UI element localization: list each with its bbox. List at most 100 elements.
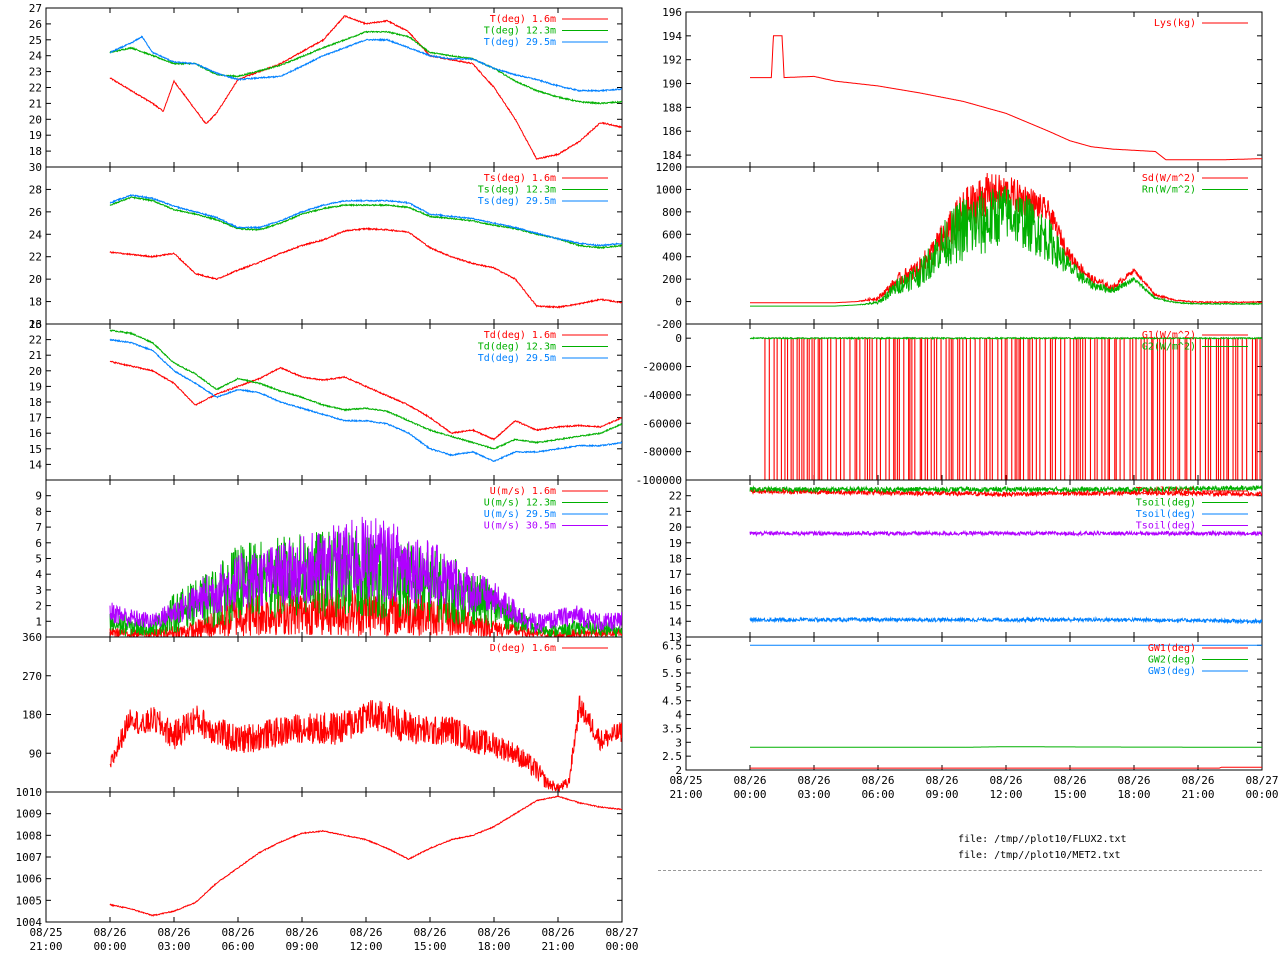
x-tick-label: 15:00 [1053,788,1086,801]
y-tick-label: 6 [675,653,682,666]
y-tick-label: 192 [662,54,682,67]
y-tick-label: 8 [35,505,42,518]
x-tick-label: 08/26 [157,926,190,939]
y-tick-label: 3 [35,584,42,597]
legend-label: U(m/s) 1.6m [490,486,556,497]
legend-label: Td(deg) 1.6m [484,330,556,341]
y-tick-label: 4 [35,568,42,581]
x-tick-label: 08/26 [733,774,766,787]
y-tick-label: 196 [662,6,682,19]
series-red [109,360,622,441]
x-tick-label: 08/26 [1053,774,1086,787]
x-tick-label: 08/26 [413,926,446,939]
series-green [109,329,622,450]
series-red [109,15,622,161]
y-tick-label: 188 [662,101,682,114]
y-tick-label: 22 [29,334,42,347]
x-tick-label: 21:00 [669,788,702,801]
y-tick-label: 400 [662,251,682,264]
y-tick-label: 1005 [16,894,43,907]
legend-label: Ts(deg) 1.6m [484,173,556,184]
y-tick-label: 19 [29,380,42,393]
x-tick-label: 08/26 [861,774,894,787]
y-tick-label: 3 [675,736,682,749]
x-tick-label: 08/26 [989,774,1022,787]
y-tick-label: 18 [29,296,42,309]
x-tick-label: 00:00 [605,940,638,953]
x-tick-label: 12:00 [989,788,1022,801]
y-tick-label: 26 [29,18,42,31]
series-red [749,487,1262,498]
legend-label: GW1(deg) [1148,643,1196,654]
y-tick-label: 14 [669,615,683,628]
x-tick-label: 21:00 [29,940,62,953]
y-tick-label: 21 [29,97,42,110]
y-tick-label: 6 [35,537,42,550]
y-tick-label: 17 [669,568,682,581]
y-tick-label: 7 [35,521,42,534]
y-tick-label: 600 [662,228,682,241]
y-tick-label: 186 [662,125,682,138]
series-blue [109,338,622,463]
series-green [749,336,1262,341]
legend-label: Ts(deg) 29.5m [478,196,556,207]
y-tick-label: 2 [675,764,682,777]
y-tick-label: 23 [29,66,42,79]
legend-label: GW3(deg) [1148,666,1196,677]
x-tick-label: 12:00 [349,940,382,953]
legend-label: Tsoil(deg) [1136,509,1196,520]
legend-label: Tsoil(deg) [1136,521,1196,532]
series-red [750,35,1262,161]
y-tick-label: 5 [675,681,682,694]
y-tick-label: 1006 [16,873,43,886]
legend-label: T(deg) 29.5m [484,37,556,48]
y-tick-label: 1 [35,615,42,628]
legend-label: Sd(W/m^2) [1142,173,1196,184]
x-tick-label: 08/25 [669,774,702,787]
y-tick-label: 90 [29,747,42,760]
y-tick-label: 28 [29,183,42,196]
series-red [750,766,1262,769]
series-red [764,338,1261,480]
panel-P: 100410051006100710081009101008/2521:0008… [16,786,639,953]
x-tick-label: 08/26 [477,926,510,939]
y-tick-label: 9 [35,490,42,503]
x-tick-label: 18:00 [477,940,510,953]
panel-frame [45,791,623,923]
x-tick-label: 15:00 [413,940,446,953]
y-tick-label: 360 [22,631,42,644]
panel-frame [685,11,1263,168]
x-tick-label: 00:00 [93,940,126,953]
legend-label: U(m/s) 30.5m [484,521,556,532]
y-tick-label: -100000 [636,474,682,487]
y-tick-label: 1009 [16,808,43,821]
y-tick-label: 270 [22,670,42,683]
y-tick-label: 24 [29,50,43,63]
divider [658,870,1262,871]
y-tick-label: 0 [675,296,682,309]
y-tick-label: 2.5 [662,750,682,763]
y-tick-label: 14 [29,458,43,471]
series-red [109,227,622,309]
y-tick-label: 17 [29,412,42,425]
y-tick-label: 2 [35,600,42,613]
legend-label: Lys(kg) [1154,18,1196,29]
y-tick-label: 1000 [656,183,683,196]
x-tick-label: 08/27 [605,926,638,939]
panel-GW: 22.533.544.555.566.5 GW1(deg)GW2(deg)GW3(… [662,636,1279,801]
y-tick-label: 22 [669,490,682,503]
y-tick-label: -40000 [642,389,682,402]
x-tick-label: 08/26 [797,774,830,787]
y-tick-label: 23 [29,318,42,331]
legend-label: G1(W/m^2) [1142,330,1196,341]
legend-label: T(deg) 12.3m [484,26,556,37]
legend-label: U(m/s) 29.5m [484,509,556,520]
y-tick-label: -20000 [642,361,682,374]
y-tick-label: 0 [675,332,682,345]
legend-label: Td(deg) 29.5m [478,353,556,364]
y-tick-label: 22 [29,82,42,95]
y-tick-label: 180 [22,709,42,722]
y-tick-label: 1008 [16,829,43,842]
